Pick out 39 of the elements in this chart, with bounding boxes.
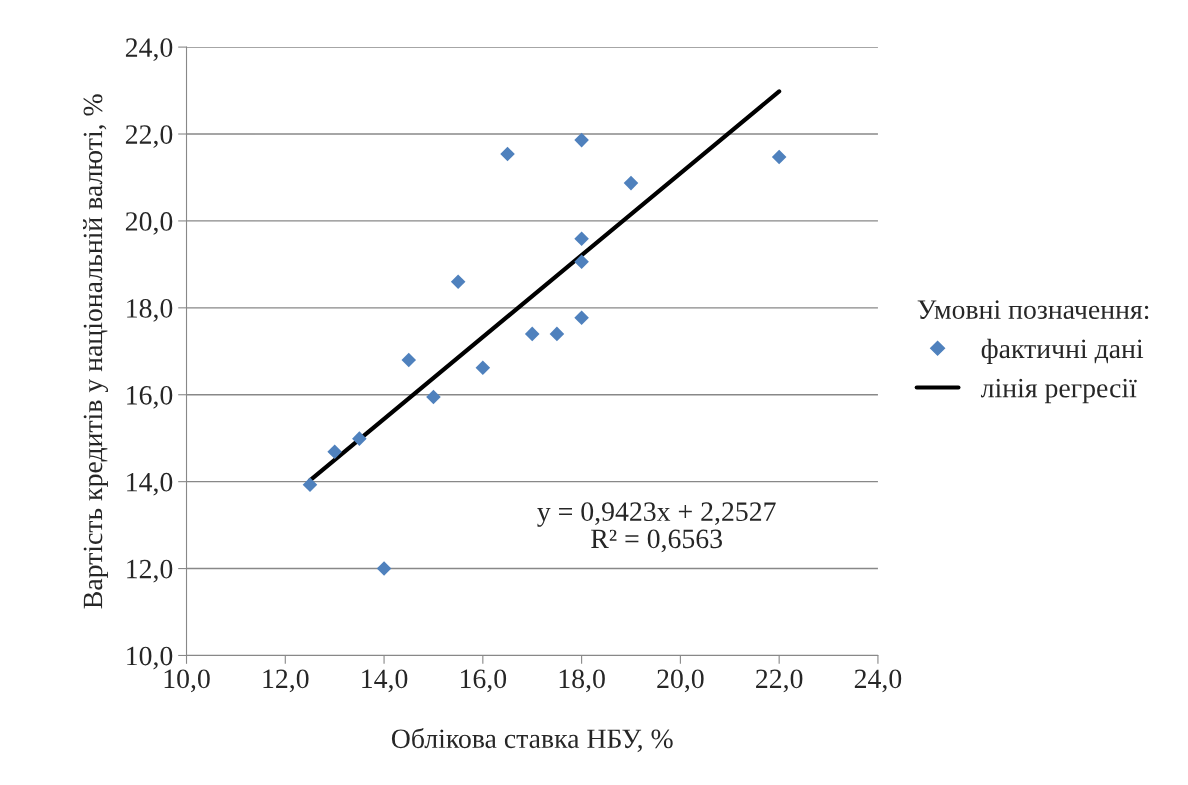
- y-tick-label: 24,0: [125, 38, 173, 62]
- point: [475, 360, 491, 376]
- point: [574, 254, 589, 270]
- point: [524, 326, 540, 342]
- point: [352, 431, 367, 446]
- point: [450, 274, 466, 290]
- x-tick-label: 14,0: [362, 669, 408, 693]
- y-tick-label: 10,0: [127, 646, 173, 670]
- point: [376, 561, 392, 576]
- y-tick-label: 22,0: [125, 125, 173, 148]
- x-tick-label: 24,0: [854, 669, 902, 693]
- x-tick-label: 18,0: [559, 669, 605, 693]
- point: [426, 389, 441, 405]
- annotation: y = 0,9423x + 2,2527 R² = 0,6563: [537, 502, 776, 553]
- x-axis-title: Облікова ставка НБУ, %: [391, 727, 673, 753]
- legend-title: Умовні позначення:: [917, 300, 1149, 320]
- y-tick-label: 14,0: [127, 472, 173, 496]
- point: [574, 310, 589, 326]
- legend-label: фактичні дані: [981, 338, 1144, 364]
- legend-label: лінія регресії: [980, 378, 1137, 404]
- point: [574, 132, 589, 148]
- x-tick-label: 12,0: [263, 669, 309, 693]
- point: [302, 477, 318, 492]
- point: [771, 149, 787, 165]
- y-axis-title: Вартість кредитів у національній валюті, %: [83, 94, 109, 609]
- x-tick-label: 22,0: [756, 669, 803, 693]
- x-tick-label: 10,0: [164, 669, 210, 693]
- point: [401, 352, 417, 368]
- x-tick-label: 20,0: [657, 669, 704, 693]
- y-tick-label: 12,0: [127, 559, 173, 583]
- y-tick-label: 16,0: [127, 385, 173, 409]
- point: [327, 444, 342, 459]
- x-tick-label: 16,0: [460, 669, 507, 693]
- point: [549, 326, 565, 342]
- y-tick-label: 20,0: [125, 212, 173, 235]
- point: [623, 175, 639, 191]
- point: [500, 146, 515, 162]
- point: [574, 231, 589, 247]
- y-tick-label: 18,0: [127, 299, 173, 322]
